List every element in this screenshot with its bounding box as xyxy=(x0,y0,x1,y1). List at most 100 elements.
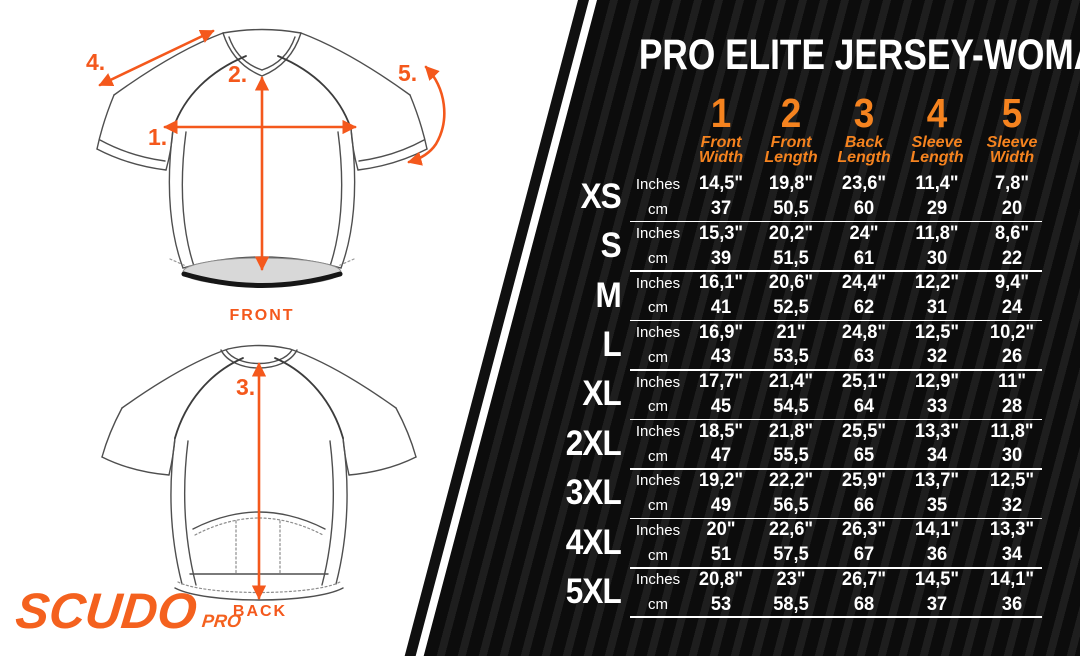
val-front-length-cm: 50,5 xyxy=(773,198,809,220)
val-back-length-cm: 68 xyxy=(853,593,875,615)
val-sleeve-width-in: 8,6" xyxy=(994,222,1029,244)
val-sleeve-width-cm: 36 xyxy=(1001,593,1023,615)
val-sleeve-width-in: 11" xyxy=(998,371,1026,393)
unit-cm-label: cm xyxy=(648,348,668,366)
size-table: XS Inches cm 14,5" 37 19,8" 50,5 23,6" 6… xyxy=(540,172,1050,618)
val-sleeve-length-in: 11,8" xyxy=(915,222,959,244)
table-row-s: S Inches cm 15,3" 39 20,2" 51,5 24" 61 1… xyxy=(540,221,1050,272)
val-sleeve-width-in: 7,8" xyxy=(994,173,1029,195)
col-label-line1: Back xyxy=(844,134,884,151)
val-sleeve-width-cm: 30 xyxy=(1001,445,1023,467)
val-front-length-in: 21,4" xyxy=(768,371,814,393)
val-front-length-in: 19,8" xyxy=(768,173,814,195)
size-label: 2XL xyxy=(565,423,622,463)
val-back-length-in: 25,5" xyxy=(841,420,887,442)
row-separator xyxy=(630,220,1042,223)
val-front-width-in: 20" xyxy=(706,519,736,541)
unit-cm-label: cm xyxy=(648,596,668,614)
val-front-width-in: 20,8" xyxy=(698,568,744,590)
val-sleeve-length-cm: 31 xyxy=(926,296,948,318)
table-row-2xl: 2XL Inches cm 18,5" 47 21,8" 55,5 25,5" … xyxy=(540,419,1050,470)
col-label-line1: Front xyxy=(700,134,742,151)
val-front-length-cm: 54,5 xyxy=(773,395,809,417)
logo-main-text: SCUDO xyxy=(13,583,200,639)
unit-cm-label: cm xyxy=(648,398,668,416)
unit-inches-label: Inches xyxy=(635,472,681,490)
val-front-width-cm: 41 xyxy=(710,296,732,318)
val-front-width-cm: 49 xyxy=(710,494,732,516)
col-header-front-length: 2 Front Length xyxy=(754,90,828,166)
val-back-length-in: 26,3" xyxy=(841,519,887,541)
col-number: 2 xyxy=(780,90,802,136)
val-back-length-in: 24" xyxy=(849,222,879,244)
val-back-length-cm: 67 xyxy=(853,544,875,566)
val-front-width-in: 16,9" xyxy=(698,321,744,343)
unit-inches-label: Inches xyxy=(635,225,681,243)
val-front-length-in: 20,6" xyxy=(768,272,814,294)
page-title: PRO ELITE JERSEY-WOMAN xyxy=(638,31,1080,79)
table-row-xl: XL Inches cm 17,7" 45 21,4" 54,5 25,1" 6… xyxy=(540,370,1050,421)
row-separator xyxy=(630,270,1042,272)
size-label: S xyxy=(600,226,622,266)
val-sleeve-width-in: 13,3" xyxy=(989,519,1035,541)
val-back-length-cm: 63 xyxy=(853,346,875,368)
val-sleeve-length-cm: 32 xyxy=(926,346,948,368)
val-front-length-in: 22,6" xyxy=(768,519,814,541)
col-number: 5 xyxy=(1001,90,1023,136)
val-front-length-in: 22,2" xyxy=(768,469,814,491)
size-label: L xyxy=(602,325,621,365)
unit-inches-label: Inches xyxy=(635,521,681,539)
val-sleeve-length-in: 13,7" xyxy=(914,469,960,491)
jersey-measurement-diagram xyxy=(96,28,446,601)
val-front-width-cm: 47 xyxy=(710,445,732,467)
front-view-label: FRONT xyxy=(229,307,295,324)
val-back-length-cm: 66 xyxy=(853,494,875,516)
val-front-length-in: 20,2" xyxy=(768,222,814,244)
val-back-length-in: 24,4" xyxy=(841,272,887,294)
val-back-length-in: 26,7" xyxy=(841,568,887,590)
val-sleeve-length-cm: 29 xyxy=(926,198,948,220)
val-sleeve-length-cm: 30 xyxy=(926,247,948,269)
val-front-length-cm: 51,5 xyxy=(773,247,809,269)
size-label: 5XL xyxy=(565,572,622,612)
val-sleeve-length-cm: 35 xyxy=(926,494,948,516)
val-front-width-in: 18,5" xyxy=(698,420,744,442)
val-front-length-in: 21" xyxy=(776,321,806,343)
val-front-length-cm: 57,5 xyxy=(773,544,809,566)
unit-cm-label: cm xyxy=(648,546,668,564)
unit-inches-label: Inches xyxy=(635,324,681,342)
col-label-line1: Sleeve xyxy=(911,134,963,151)
unit-inches-label: Inches xyxy=(635,373,681,391)
val-front-length-cm: 55,5 xyxy=(773,445,809,467)
val-sleeve-length-in: 14,5" xyxy=(914,568,960,590)
val-sleeve-length-in: 12,2" xyxy=(914,272,960,294)
val-front-width-in: 14,5" xyxy=(698,173,744,195)
table-row-5xl: 5XL Inches cm 20,8" 53 23" 58,5 26,7" 68… xyxy=(540,568,1050,618)
col-label-line2: Width xyxy=(698,149,744,166)
row-separator xyxy=(630,468,1042,470)
col-label-line2: Width xyxy=(989,149,1035,166)
val-sleeve-length-in: 14,1" xyxy=(914,519,960,541)
col-label-line2: Length xyxy=(764,149,818,166)
val-sleeve-width-cm: 20 xyxy=(1001,198,1023,220)
val-back-length-in: 25,9" xyxy=(841,469,887,491)
val-front-length-in: 21,8" xyxy=(768,420,814,442)
val-front-length-cm: 58,5 xyxy=(773,593,809,615)
val-back-length-cm: 64 xyxy=(853,395,875,417)
row-separator xyxy=(630,369,1042,371)
val-front-length-cm: 56,5 xyxy=(773,494,809,516)
unit-cm-label: cm xyxy=(648,299,668,317)
col-label-line1: Sleeve xyxy=(986,134,1038,151)
val-sleeve-length-in: 12,5" xyxy=(914,321,960,343)
row-separator xyxy=(630,567,1042,569)
val-sleeve-width-cm: 28 xyxy=(1001,395,1023,417)
val-back-length-in: 25,1" xyxy=(841,371,887,393)
logo-sub-text: PRO xyxy=(200,611,242,631)
val-sleeve-width-cm: 32 xyxy=(1001,494,1023,516)
val-front-width-in: 15,3" xyxy=(698,222,744,244)
val-sleeve-width-in: 9,4" xyxy=(994,272,1029,294)
marker-5-label: 5. xyxy=(398,60,418,86)
val-back-length-cm: 60 xyxy=(853,198,875,220)
table-header-row: 1 Front Width 2 Front Length 3 Back Length … xyxy=(540,90,1050,166)
col-header-sleeve-length: 4 Sleeve Length xyxy=(900,93,974,166)
